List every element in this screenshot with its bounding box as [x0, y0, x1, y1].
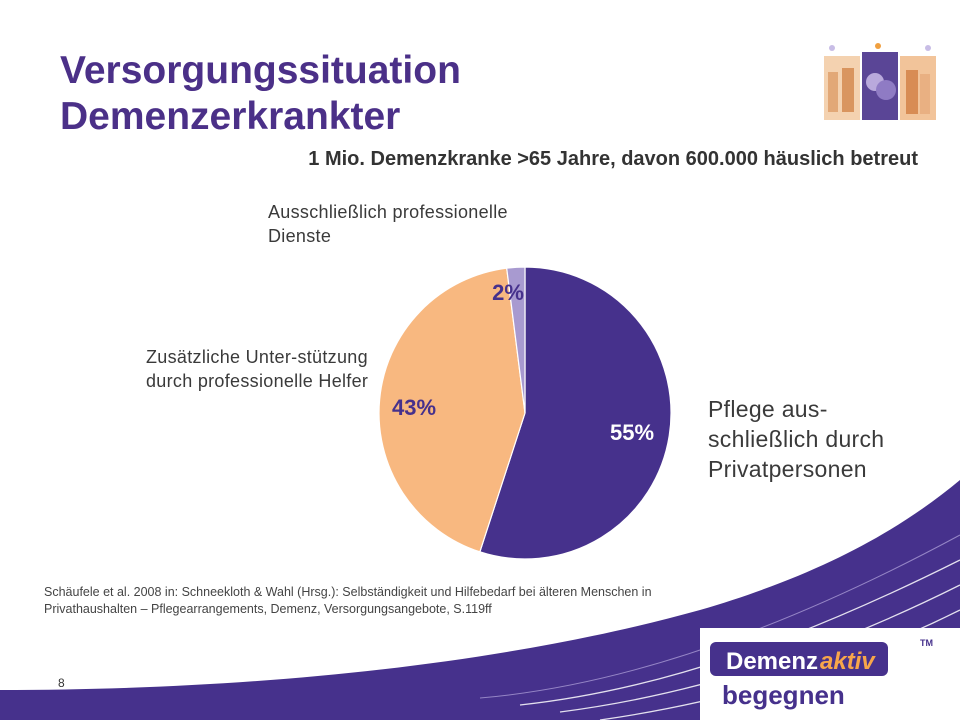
header-photo-collage — [824, 43, 936, 120]
pie-slice-private-value-label: 55% — [610, 420, 654, 445]
pie-slice-professional-value-label: 2% — [492, 280, 524, 305]
svg-text:begegnen: begegnen — [722, 680, 845, 710]
svg-text:aktiv: aktiv — [820, 648, 876, 675]
svg-text:Demenz: Demenz — [726, 648, 818, 675]
page-title: Versorgungssituation Demenzerkrankter — [60, 49, 461, 138]
page-subtitle: 1 Mio. Demenzkranke >65 Jahre, davon 600… — [308, 148, 918, 170]
source-citation: Schäufele et al. 2008 in: Schneekloth & … — [44, 585, 652, 616]
page-number: 8 — [58, 676, 65, 690]
pie-value-labels: 55% 43% 2% — [392, 280, 654, 445]
pie-slice-additional — [378, 267, 526, 553]
svg-text:TM: TM — [920, 638, 933, 648]
pie-chart — [378, 266, 672, 560]
legend-label-private: Pflege aus-schließlich durch Privatperso… — [708, 396, 885, 482]
pie-slice-professional — [506, 266, 526, 414]
legend-label-professional: Ausschließlich professionelle Dienste — [268, 202, 508, 246]
demenz-aktiv-logo: Demenz aktiv TM begegnen — [710, 638, 933, 710]
legend-label-additional: Zusätzliche Unter-stützung durch profess… — [146, 347, 369, 391]
pie-slice-private — [479, 266, 672, 560]
pie-slice-additional-value-label: 43% — [392, 395, 436, 420]
